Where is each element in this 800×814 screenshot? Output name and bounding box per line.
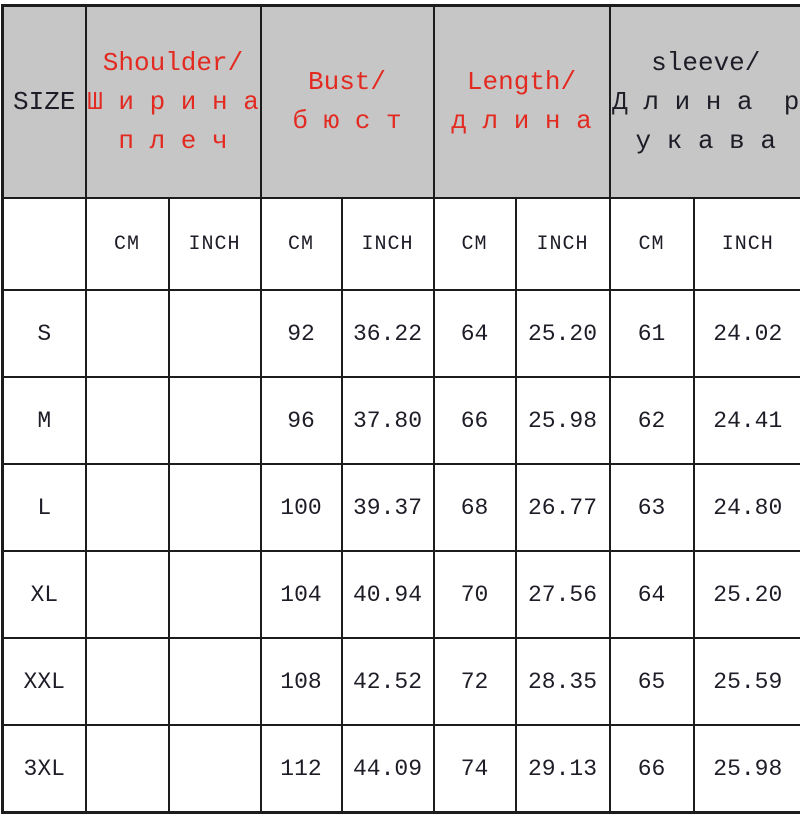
value-bust-cm: 96 (261, 377, 342, 464)
value-shoulder-cm (86, 551, 169, 638)
header-bust: Bust/ б ю с т (261, 6, 434, 199)
value-bust-inch: 37.80 (342, 377, 434, 464)
value-bust-inch: 39.37 (342, 464, 434, 551)
value-shoulder-inch (169, 725, 261, 813)
value-bust-inch: 36.22 (342, 290, 434, 377)
value-sleeve-inch: 24.41 (694, 377, 800, 464)
value-sleeve-inch: 25.59 (694, 638, 800, 725)
value-sleeve-cm: 64 (610, 551, 694, 638)
size-label: S (3, 290, 86, 377)
value-bust-cm: 108 (261, 638, 342, 725)
unit-label: CM (610, 198, 694, 290)
value-shoulder-cm (86, 377, 169, 464)
header-shoulder: Shoulder/ Ш и р и н а п л е ч (86, 6, 261, 199)
value-shoulder-inch (169, 464, 261, 551)
value-length-inch: 25.98 (516, 377, 610, 464)
value-length-inch: 27.56 (516, 551, 610, 638)
value-bust-cm: 112 (261, 725, 342, 813)
header-row: SIZE Shoulder/ Ш и р и н а п л е ч Bust/… (3, 6, 800, 199)
table-row-xxl: XXL 108 42.52 72 28.35 65 25.59 (3, 638, 800, 725)
value-shoulder-inch (169, 377, 261, 464)
size-label: L (3, 464, 86, 551)
header-sleeve-en: sleeve/ (611, 44, 800, 83)
value-bust-cm: 100 (261, 464, 342, 551)
value-sleeve-cm: 63 (610, 464, 694, 551)
table-row-l: L 100 39.37 68 26.77 63 24.80 (3, 464, 800, 551)
size-label: XXL (3, 638, 86, 725)
value-sleeve-cm: 61 (610, 290, 694, 377)
value-length-cm: 70 (434, 551, 516, 638)
table-row-m: M 96 37.80 66 25.98 62 24.41 (3, 377, 800, 464)
value-shoulder-cm (86, 290, 169, 377)
table-row-3xl: 3XL 112 44.09 74 29.13 66 25.98 (3, 725, 800, 813)
value-bust-inch: 40.94 (342, 551, 434, 638)
value-bust-inch: 44.09 (342, 725, 434, 813)
value-sleeve-cm: 62 (610, 377, 694, 464)
value-length-cm: 74 (434, 725, 516, 813)
value-shoulder-inch (169, 551, 261, 638)
size-label: 3XL (3, 725, 86, 813)
value-bust-inch: 42.52 (342, 638, 434, 725)
value-sleeve-inch: 25.98 (694, 725, 800, 813)
value-shoulder-cm (86, 464, 169, 551)
header-length-en: Length/ (435, 63, 609, 102)
header-shoulder-en: Shoulder/ (87, 44, 260, 83)
value-sleeve-inch: 25.20 (694, 551, 800, 638)
value-bust-cm: 104 (261, 551, 342, 638)
table-row-xl: XL 104 40.94 70 27.56 64 25.20 (3, 551, 800, 638)
header-shoulder-ru-line2: п л е ч (87, 122, 260, 161)
value-sleeve-inch: 24.02 (694, 290, 800, 377)
value-bust-cm: 92 (261, 290, 342, 377)
unit-label: CM (434, 198, 516, 290)
unit-label: INCH (694, 198, 800, 290)
value-length-cm: 72 (434, 638, 516, 725)
header-sleeve-ru-line2: у к а в а (611, 122, 800, 161)
value-shoulder-inch (169, 638, 261, 725)
header-length-ru: д л и н а (435, 102, 609, 141)
size-chart-table: SIZE Shoulder/ Ш и р и н а п л е ч Bust/… (1, 4, 800, 814)
header-shoulder-ru-line1: Ш и р и н а (87, 83, 260, 122)
value-shoulder-cm (86, 638, 169, 725)
value-length-cm: 64 (434, 290, 516, 377)
unit-label: INCH (342, 198, 434, 290)
header-size: SIZE (3, 6, 86, 199)
header-bust-ru: б ю с т (262, 102, 433, 141)
unit-label: INCH (516, 198, 610, 290)
value-length-inch: 29.13 (516, 725, 610, 813)
table-row-s: S 92 36.22 64 25.20 61 24.02 (3, 290, 800, 377)
value-shoulder-inch (169, 290, 261, 377)
value-sleeve-cm: 66 (610, 725, 694, 813)
header-sleeve-ru-line1: Д л и н а р (611, 83, 800, 122)
value-sleeve-inch: 24.80 (694, 464, 800, 551)
unit-label: CM (261, 198, 342, 290)
header-length: Length/ д л и н а (434, 6, 610, 199)
value-length-inch: 28.35 (516, 638, 610, 725)
value-length-inch: 26.77 (516, 464, 610, 551)
units-size-empty-cell (3, 198, 86, 290)
value-shoulder-cm (86, 725, 169, 813)
value-length-cm: 66 (434, 377, 516, 464)
size-label: XL (3, 551, 86, 638)
size-label: M (3, 377, 86, 464)
units-row: CM INCH CM INCH CM INCH CM INCH (3, 198, 800, 290)
header-sleeve: sleeve/ Д л и н а р у к а в а (610, 6, 800, 199)
value-sleeve-cm: 65 (610, 638, 694, 725)
unit-label: INCH (169, 198, 261, 290)
unit-label: CM (86, 198, 169, 290)
header-bust-en: Bust/ (262, 63, 433, 102)
value-length-cm: 68 (434, 464, 516, 551)
value-length-inch: 25.20 (516, 290, 610, 377)
